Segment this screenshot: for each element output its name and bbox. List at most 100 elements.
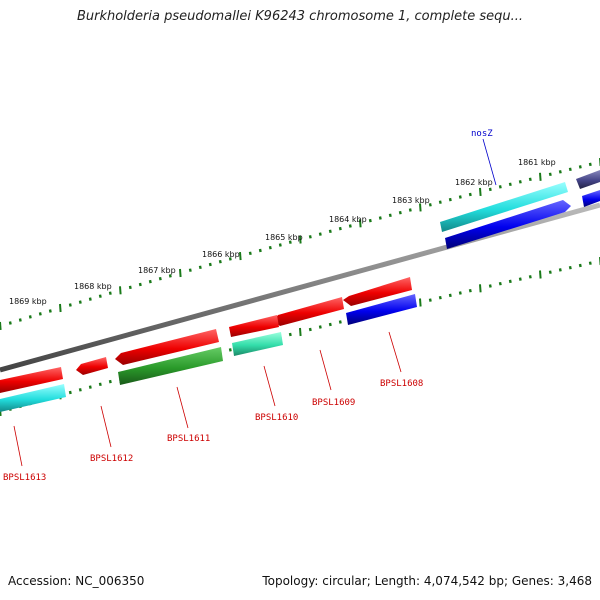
length-label: Length:	[374, 574, 421, 588]
inner-scale-minor-tick	[468, 288, 472, 293]
feature-navy-right[interactable]	[576, 170, 600, 189]
outer-scale-minor-tick	[488, 187, 492, 192]
outer-scale-minor-tick	[348, 224, 352, 228]
outer-scale-minor-tick	[248, 251, 252, 256]
feature-blue-1608[interactable]	[346, 294, 417, 325]
outer-scale-minor-tick	[318, 232, 322, 236]
inner-scale-ticks	[0, 257, 600, 417]
gene-label-bpsl1608: BPSL1608	[380, 379, 423, 389]
feature-green-1611[interactable]	[118, 347, 223, 385]
leader-bpsl1609	[319, 349, 332, 391]
feature-red-1610[interactable]	[229, 315, 279, 337]
inner-scale-major-tick	[479, 284, 482, 293]
gene-label-bpsl1613: BPSL1613	[3, 473, 46, 483]
summary-footer: Topology: circular; Length: 4,074,542 bp…	[262, 574, 592, 588]
feature-red-1609[interactable]	[273, 297, 344, 326]
outer-scale-minor-tick	[48, 309, 52, 313]
inner-scale-minor-tick	[88, 385, 92, 389]
outer-scale-major-tick	[299, 235, 302, 244]
scale-label-1868: 1868 kbp	[74, 282, 112, 291]
outer-scale-minor-tick	[68, 303, 72, 307]
outer-scale-minor-tick	[258, 248, 262, 253]
feature-red-1613[interactable]	[0, 367, 63, 393]
outer-scale-minor-tick	[288, 240, 292, 244]
gene-features	[0, 170, 600, 412]
inner-scale-minor-tick	[228, 348, 232, 352]
scale-labels: 1861 kbp 1862 kbp 1863 kbp 1864 kbp 1865…	[9, 158, 556, 306]
outer-scale-minor-tick	[468, 192, 472, 197]
outer-scale-minor-tick	[128, 285, 132, 290]
outer-scale-major-tick	[179, 268, 182, 278]
inner-scale-minor-tick	[328, 322, 332, 327]
outer-scale-major-tick	[359, 219, 362, 228]
scale-label-1861: 1861 kbp	[518, 158, 556, 167]
gene-labels: nosZ BPSL1608 BPSL1609 BPSL1610 BPSL1611…	[3, 129, 493, 483]
outer-scale-minor-tick	[408, 208, 412, 212]
scale-label-1864: 1864 kbp	[329, 215, 367, 224]
inner-scale-major-tick	[419, 298, 422, 307]
genes-label: Genes:	[511, 574, 554, 588]
inner-scale-minor-tick	[338, 320, 342, 324]
outer-scale-major-tick	[59, 303, 62, 313]
feature-red-1611[interactable]	[115, 329, 219, 365]
inner-scale-minor-tick	[288, 332, 292, 337]
inner-scale-minor-tick	[548, 270, 552, 274]
outer-scale-minor-tick	[578, 165, 582, 169]
outer-scale-minor-tick	[38, 312, 42, 316]
feature-teal-1610[interactable]	[232, 332, 283, 356]
leader-bpsl1610	[263, 365, 276, 407]
inner-scale-minor-tick	[498, 281, 502, 286]
outer-scale-minor-tick	[378, 216, 382, 220]
gene-label-bpsl1609: BPSL1609	[312, 398, 355, 408]
inner-scale-minor-tick	[308, 327, 312, 332]
outer-scale-major-tick	[419, 203, 422, 212]
inner-scale-minor-tick	[458, 291, 462, 295]
outer-scale-major-tick	[119, 286, 122, 295]
inner-scale-minor-tick	[568, 265, 572, 270]
feature-blue-right[interactable]	[582, 190, 600, 207]
outer-scale-minor-tick	[368, 218, 372, 223]
genes-value: 3,468	[557, 574, 592, 588]
outer-scale-minor-tick	[548, 172, 552, 177]
inner-scale-minor-tick	[578, 263, 582, 268]
inner-scale-minor-tick	[588, 261, 592, 265]
accession-label: Accession:	[8, 574, 72, 588]
leader-bpsl1611	[176, 386, 189, 429]
outer-scale-minor-tick	[148, 279, 152, 284]
outer-scale-minor-tick	[18, 318, 22, 322]
outer-scale-minor-tick	[428, 203, 432, 207]
outer-scale-minor-tick	[528, 177, 532, 182]
inner-scale-minor-tick	[438, 295, 442, 300]
gene-label-bpsl1612: BPSL1612	[90, 454, 133, 464]
outer-scale-minor-tick	[568, 167, 572, 172]
length-value: 4,074,542 bp	[423, 574, 504, 588]
outer-scale-minor-tick	[168, 274, 172, 278]
outer-scale-minor-tick	[218, 259, 222, 264]
outer-scale-minor-tick	[448, 197, 452, 202]
scale-label-1866: 1866 kbp	[202, 250, 240, 259]
feature-cyan-nosz[interactable]	[440, 182, 568, 232]
leader-bpsl1608	[388, 331, 402, 373]
outer-scale-major-tick	[0, 321, 2, 331]
feature-cyan-1613[interactable]	[0, 384, 66, 412]
outer-scale-minor-tick	[588, 162, 592, 167]
leader-bpsl1612	[100, 405, 112, 448]
inner-scale-minor-tick	[318, 325, 322, 329]
outer-scale-minor-tick	[438, 200, 442, 204]
feature-blue-nosz[interactable]	[445, 200, 571, 249]
scale-label-1863: 1863 kbp	[392, 196, 430, 205]
gene-label-bpsl1610: BPSL1610	[255, 413, 298, 423]
feature-red-1612[interactable]	[76, 357, 108, 375]
gene-label-nosz: nosZ	[471, 129, 493, 139]
outer-scale-minor-tick	[458, 195, 462, 199]
outer-scale-minor-tick	[328, 229, 332, 234]
outer-scale-minor-tick	[188, 268, 192, 272]
backbone-arc	[0, 202, 600, 373]
outer-scale-minor-tick	[518, 180, 522, 184]
feature-red-1608[interactable]	[343, 277, 412, 306]
outer-scale-minor-tick	[158, 276, 162, 281]
scale-label-1862: 1862 kbp	[455, 178, 493, 187]
outer-scale-minor-tick	[138, 282, 142, 287]
